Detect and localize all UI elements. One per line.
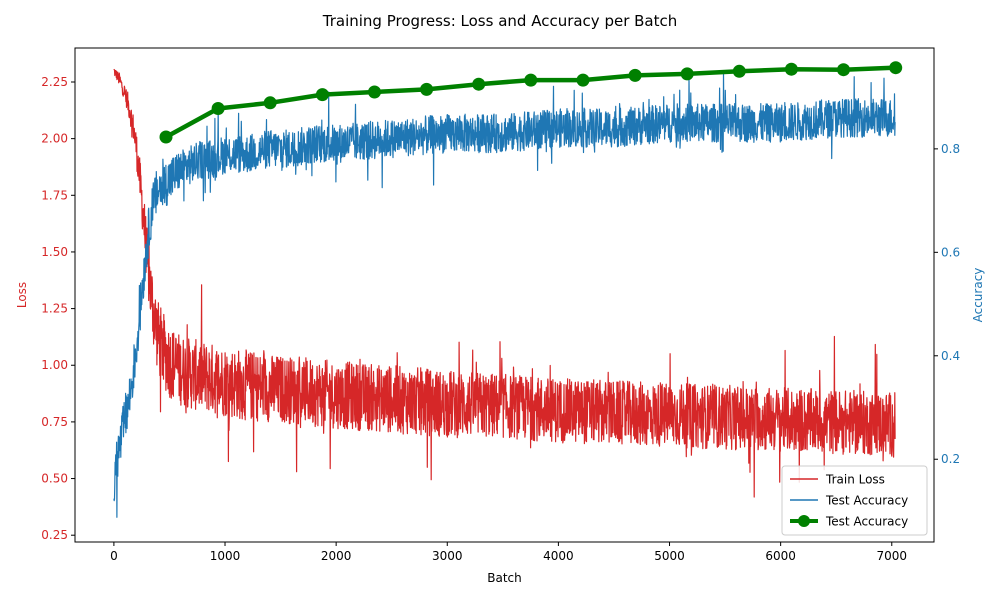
x-tick-label: 3000 [432,549,463,563]
x-tick-label: 5000 [654,549,685,563]
test-accuracy-point [211,102,225,115]
y-left-tick-label: 1.00 [41,358,68,372]
test-accuracy-point [680,67,694,81]
test-accuracy-point [524,73,538,87]
x-tick-label: 6000 [765,549,796,563]
x-tick-label: 4000 [543,549,574,563]
legend-label-test-accuracy: Test Accuracy [825,515,908,529]
test-accuracy-point [837,63,850,77]
test-accuracy-point [732,64,746,78]
test-accuracy-point [472,77,486,91]
y-left-tick-label: 1.25 [41,302,68,316]
x-tick-label: 1000 [210,549,241,563]
series-train-loss-line [113,68,896,498]
y-left-tick-label: 0.75 [41,415,68,429]
test-accuracy-point [628,68,642,82]
series-batch-accuracy-line [113,71,896,518]
y-right-tick-label: 0.6 [941,245,960,259]
test-accuracy-point [315,88,329,102]
x-axis: 0 1000 2000 3000 4000 5000 6000 7000 [110,542,907,563]
x-tick-label: 0 [110,549,118,563]
legend-label-train-loss: Train Loss [825,473,885,487]
y-left-tick-label: 2.00 [41,132,68,146]
chart-title: Training Progress: Loss and Accuracy per… [322,12,678,30]
test-accuracy-point [420,82,434,96]
y-right-tick-label: 0.8 [941,142,960,156]
test-accuracy-point [159,130,173,144]
legend-marker-test-accuracy [798,515,810,527]
legend-frame [781,465,928,536]
test-accuracy-point [576,73,590,87]
y-left-tick-label: 0.50 [41,472,68,486]
x-axis-title: Batch [487,571,522,585]
x-tick-label: 7000 [876,549,907,563]
test-accuracy-point [889,61,903,75]
y-left-tick-label: 1.50 [41,245,68,259]
y-right-tick-label: 0.2 [941,452,960,466]
plot-frame [74,47,935,543]
y-left-tick-label: 0.25 [41,528,68,542]
plot-area [113,61,903,518]
y-axis-left: 0.25 0.50 0.75 1.00 1.25 1.50 1.75 2.00 2.25 [41,75,75,542]
legend-label-batch-accuracy: Test Accuracy [825,494,908,508]
x-tick-label: 2000 [321,549,352,563]
y-axis-right-title: Accuracy [971,268,985,323]
y-axis-left-title: Loss [15,282,29,308]
y-left-tick-label: 2.25 [41,75,68,89]
test-accuracy-point [784,62,798,76]
y-left-tick-label: 1.75 [41,188,68,202]
y-right-tick-label: 0.4 [941,349,960,363]
y-axis-right: 0.2 0.4 0.6 0.8 [934,142,960,466]
test-accuracy-point [368,85,381,99]
legend: Train Loss Test Accuracy Test Accuracy [781,465,928,536]
test-accuracy-point [263,96,277,110]
